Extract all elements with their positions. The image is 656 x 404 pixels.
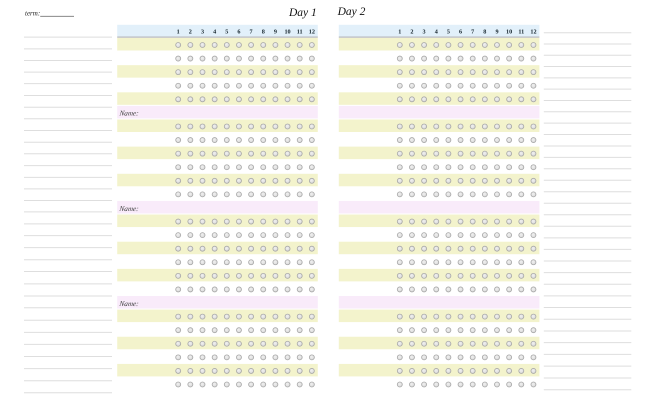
svg-text:8: 8 <box>262 29 265 36</box>
svg-text:Day 2: Day 2 <box>337 6 366 18</box>
svg-text:3: 3 <box>423 29 426 36</box>
svg-text:8: 8 <box>483 29 486 36</box>
svg-text:6: 6 <box>237 29 240 36</box>
svg-text:10: 10 <box>506 29 512 36</box>
svg-text:Day 1: Day 1 <box>288 7 317 19</box>
svg-text:7: 7 <box>250 29 253 36</box>
svg-text:Name:: Name: <box>118 300 139 308</box>
svg-text:7: 7 <box>471 29 474 36</box>
svg-text:5: 5 <box>447 29 450 36</box>
svg-text:2: 2 <box>189 29 192 36</box>
svg-text:6: 6 <box>459 29 462 36</box>
svg-text:9: 9 <box>495 29 498 36</box>
svg-text:3: 3 <box>201 29 204 36</box>
svg-text:4: 4 <box>213 29 216 36</box>
svg-text:2: 2 <box>410 29 413 36</box>
svg-text:term:: term: <box>25 9 40 17</box>
svg-text:5: 5 <box>225 29 228 36</box>
svg-text:1: 1 <box>177 29 180 36</box>
svg-text:Name:: Name: <box>118 110 139 118</box>
svg-text:9: 9 <box>274 29 277 36</box>
svg-text:12: 12 <box>309 29 315 36</box>
svg-text:1: 1 <box>398 29 401 36</box>
svg-text:11: 11 <box>297 29 303 36</box>
svg-text:Name:: Name: <box>118 205 139 213</box>
svg-text:12: 12 <box>530 29 536 36</box>
svg-text:11: 11 <box>518 29 524 36</box>
svg-text:10: 10 <box>284 29 290 36</box>
svg-text:4: 4 <box>435 29 438 36</box>
